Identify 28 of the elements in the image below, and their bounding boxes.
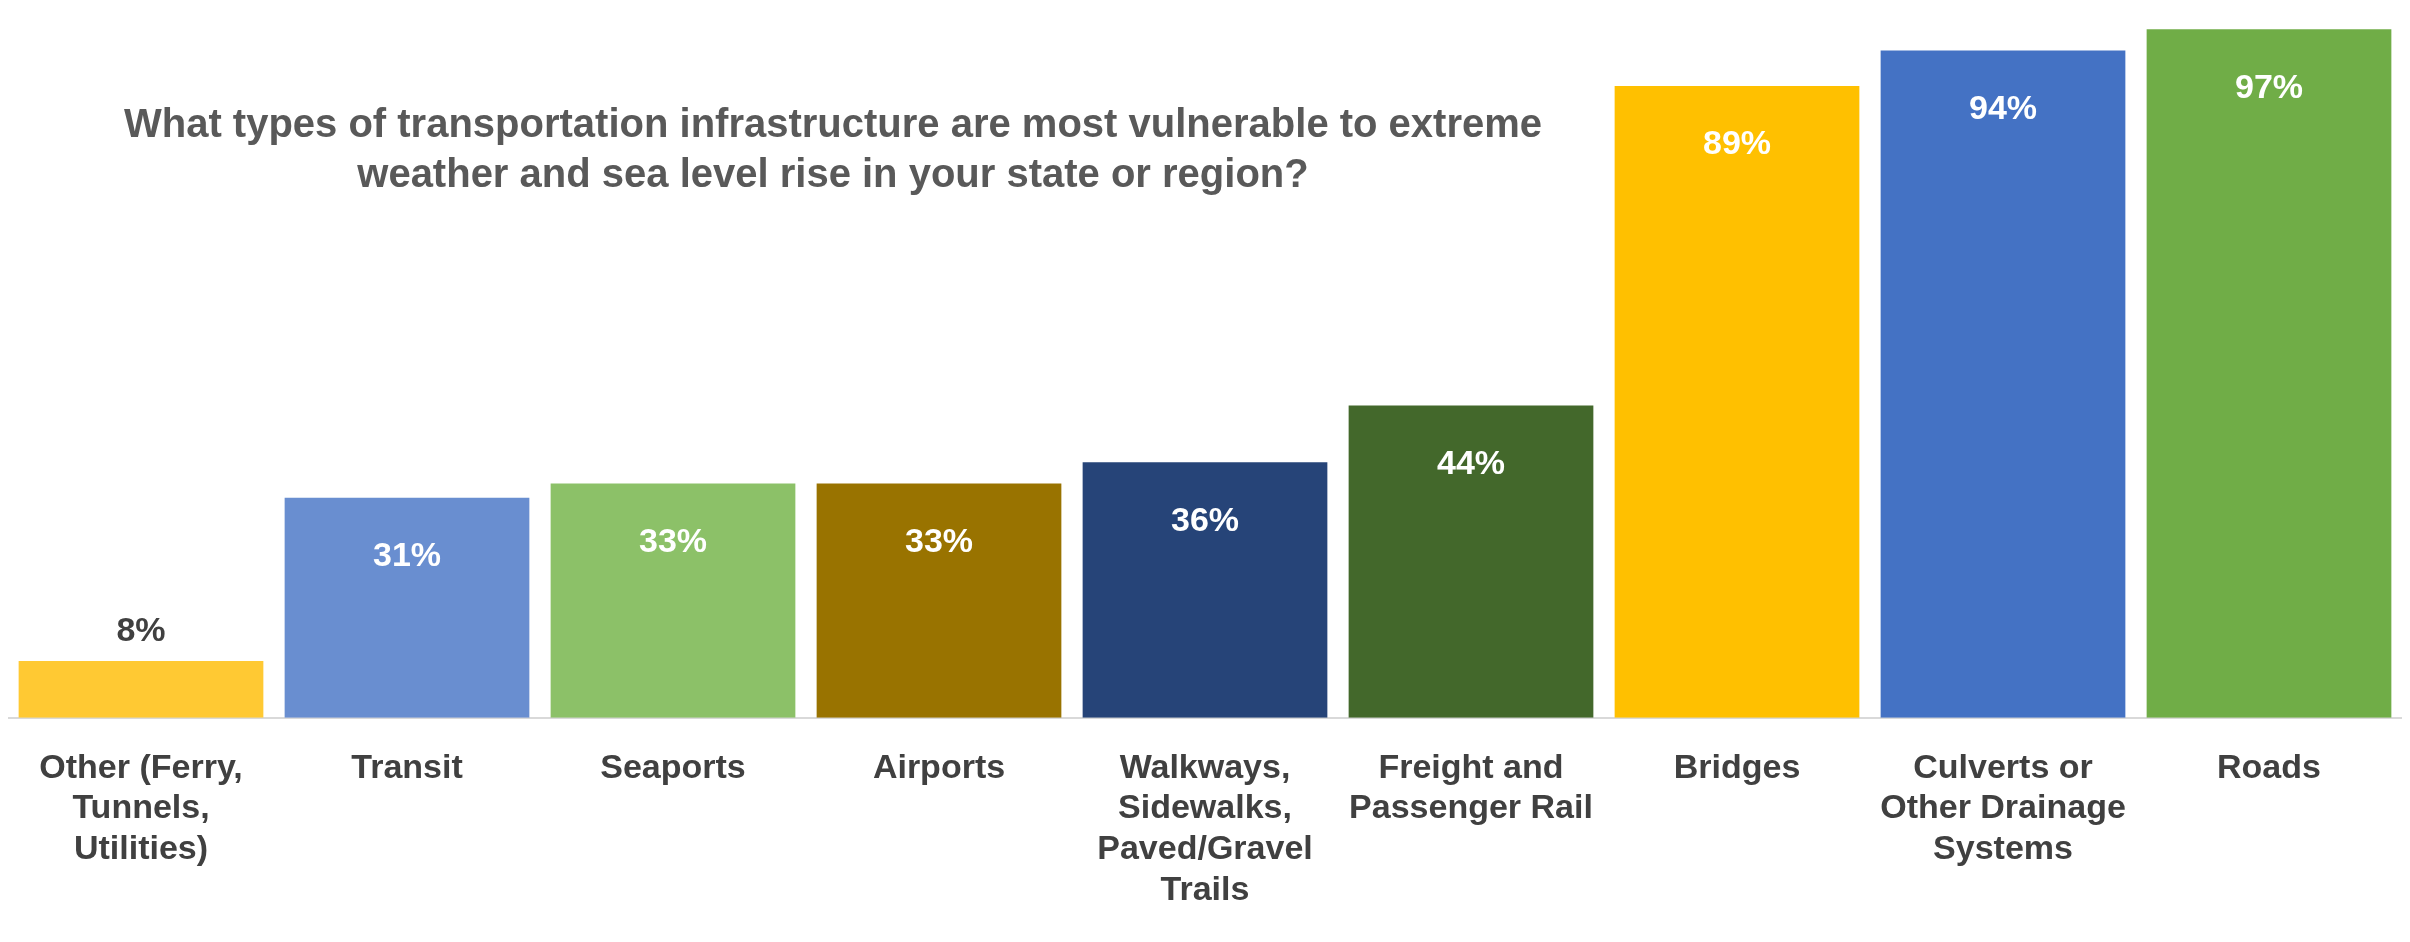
data-label: 36% [1170, 499, 1240, 538]
bar [284, 497, 530, 718]
x-tick-label: Seaports [600, 746, 746, 785]
data-label: 33% [904, 520, 974, 559]
x-tick-label: Other (Ferry, Tunnels, Utilities) [39, 746, 243, 867]
data-label: 94% [1968, 87, 2038, 126]
x-tick-label: Freight and Passenger Rail [1349, 746, 1593, 826]
x-tick-label: Transit [351, 746, 463, 785]
data-label: 33% [638, 520, 708, 559]
bar [2146, 29, 2392, 718]
bar [1348, 405, 1594, 718]
x-tick-label: Bridges [1673, 746, 1801, 785]
data-label: 8% [116, 610, 166, 649]
x-tick-label: Airports [872, 746, 1006, 785]
x-tick-label: Culverts or Other Drainage Systems [1880, 746, 2126, 867]
bar [816, 483, 1062, 718]
data-label: 31% [372, 535, 442, 574]
text: What types of transportation infrastructure are most vulnerable to extreme weather and sea level rise in your state or region? [122, 100, 1544, 197]
bar [1082, 462, 1328, 718]
data-label: 89% [1702, 123, 1772, 162]
x-tick-label: Walkways, Sidewalks, Paved/Gravel Trails [1097, 746, 1313, 907]
bar [18, 661, 264, 718]
bar [1880, 50, 2126, 718]
x-tick-label: Roads [2217, 746, 2321, 785]
bar [1614, 86, 1860, 718]
data-label: 44% [1436, 442, 1506, 481]
bar [550, 483, 796, 718]
data-label: 97% [2234, 66, 2304, 105]
